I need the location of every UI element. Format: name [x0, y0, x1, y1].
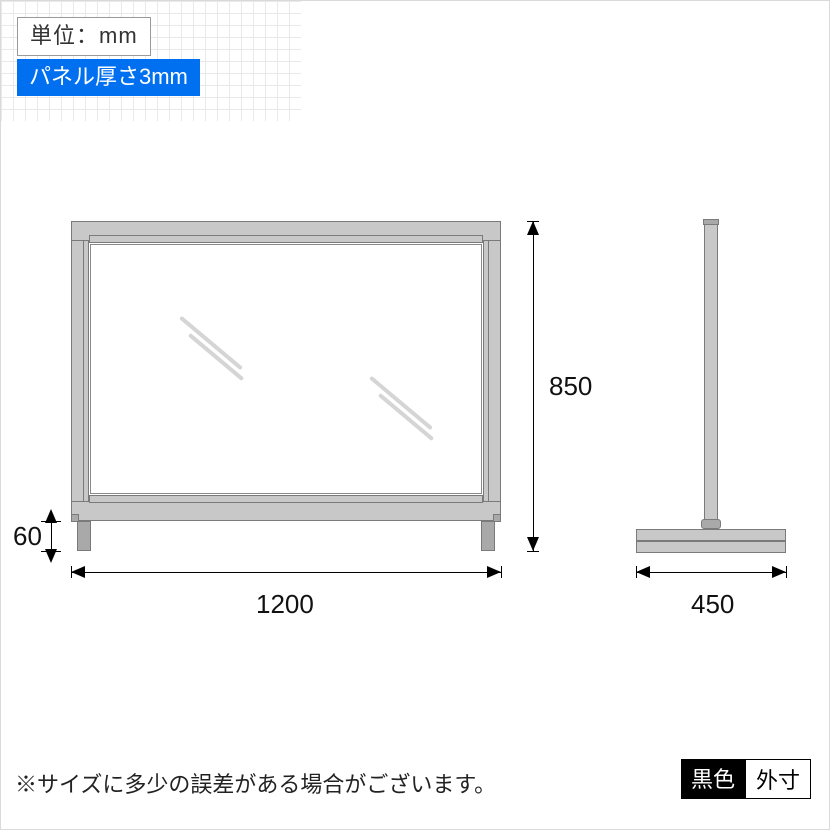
side-base-top	[636, 529, 786, 541]
technical-drawing: 850 1200 60 450	[1, 1, 830, 831]
legend: 黒色 外寸	[681, 759, 811, 799]
front-glass-panel	[90, 244, 482, 494]
side-post	[704, 221, 718, 521]
front-frame-post-right-inner	[483, 221, 489, 521]
dim-60-arrow-up	[45, 509, 57, 523]
dim-1200-line	[71, 572, 501, 573]
dim-1200-label: 1200	[256, 589, 314, 620]
legend-white: 外寸	[745, 759, 811, 799]
dim-850-label: 850	[549, 371, 592, 402]
front-leg-left	[77, 521, 91, 551]
dim-450-arrow-l	[636, 566, 650, 578]
front-frame-post-left-inner	[83, 221, 89, 521]
dim-450-arrow-r	[772, 566, 786, 578]
dim-60-arrow-down	[45, 549, 57, 563]
front-joint-br	[493, 514, 501, 522]
dim-1200-arrow-l	[71, 566, 85, 578]
dim-60-label: 60	[13, 521, 42, 552]
dim-850-cap-bot	[527, 551, 539, 552]
dim-1200-arrow-r	[487, 566, 501, 578]
dim-60-line	[51, 521, 52, 551]
dim-450-line	[636, 572, 786, 573]
front-joint-bl	[71, 514, 79, 522]
legend-black: 黒色	[681, 759, 745, 799]
dim-450-label: 450	[691, 589, 734, 620]
front-frame-rail-bottom	[71, 501, 501, 521]
dim-850-line	[533, 221, 534, 551]
footnote: ※サイズに多少の誤差がある場合がございます。	[15, 767, 496, 799]
dim-1200-cap-r	[501, 566, 502, 578]
dim-850-arrow-down	[527, 537, 539, 551]
side-post-cap	[703, 219, 719, 225]
front-frame-rail-bottom2	[89, 495, 483, 503]
side-joint	[701, 519, 721, 529]
front-frame-rail-top2	[89, 235, 483, 243]
front-leg-right	[481, 521, 495, 551]
dim-850-arrow-up	[527, 221, 539, 235]
side-base-bottom	[636, 541, 786, 553]
dim-450-cap-r	[786, 566, 787, 578]
